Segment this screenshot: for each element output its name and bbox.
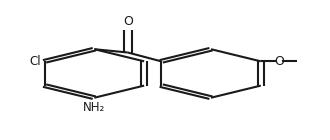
Text: O: O <box>274 55 284 68</box>
Text: NH₂: NH₂ <box>83 101 106 114</box>
Text: O: O <box>123 15 133 28</box>
Text: Cl: Cl <box>29 55 41 68</box>
